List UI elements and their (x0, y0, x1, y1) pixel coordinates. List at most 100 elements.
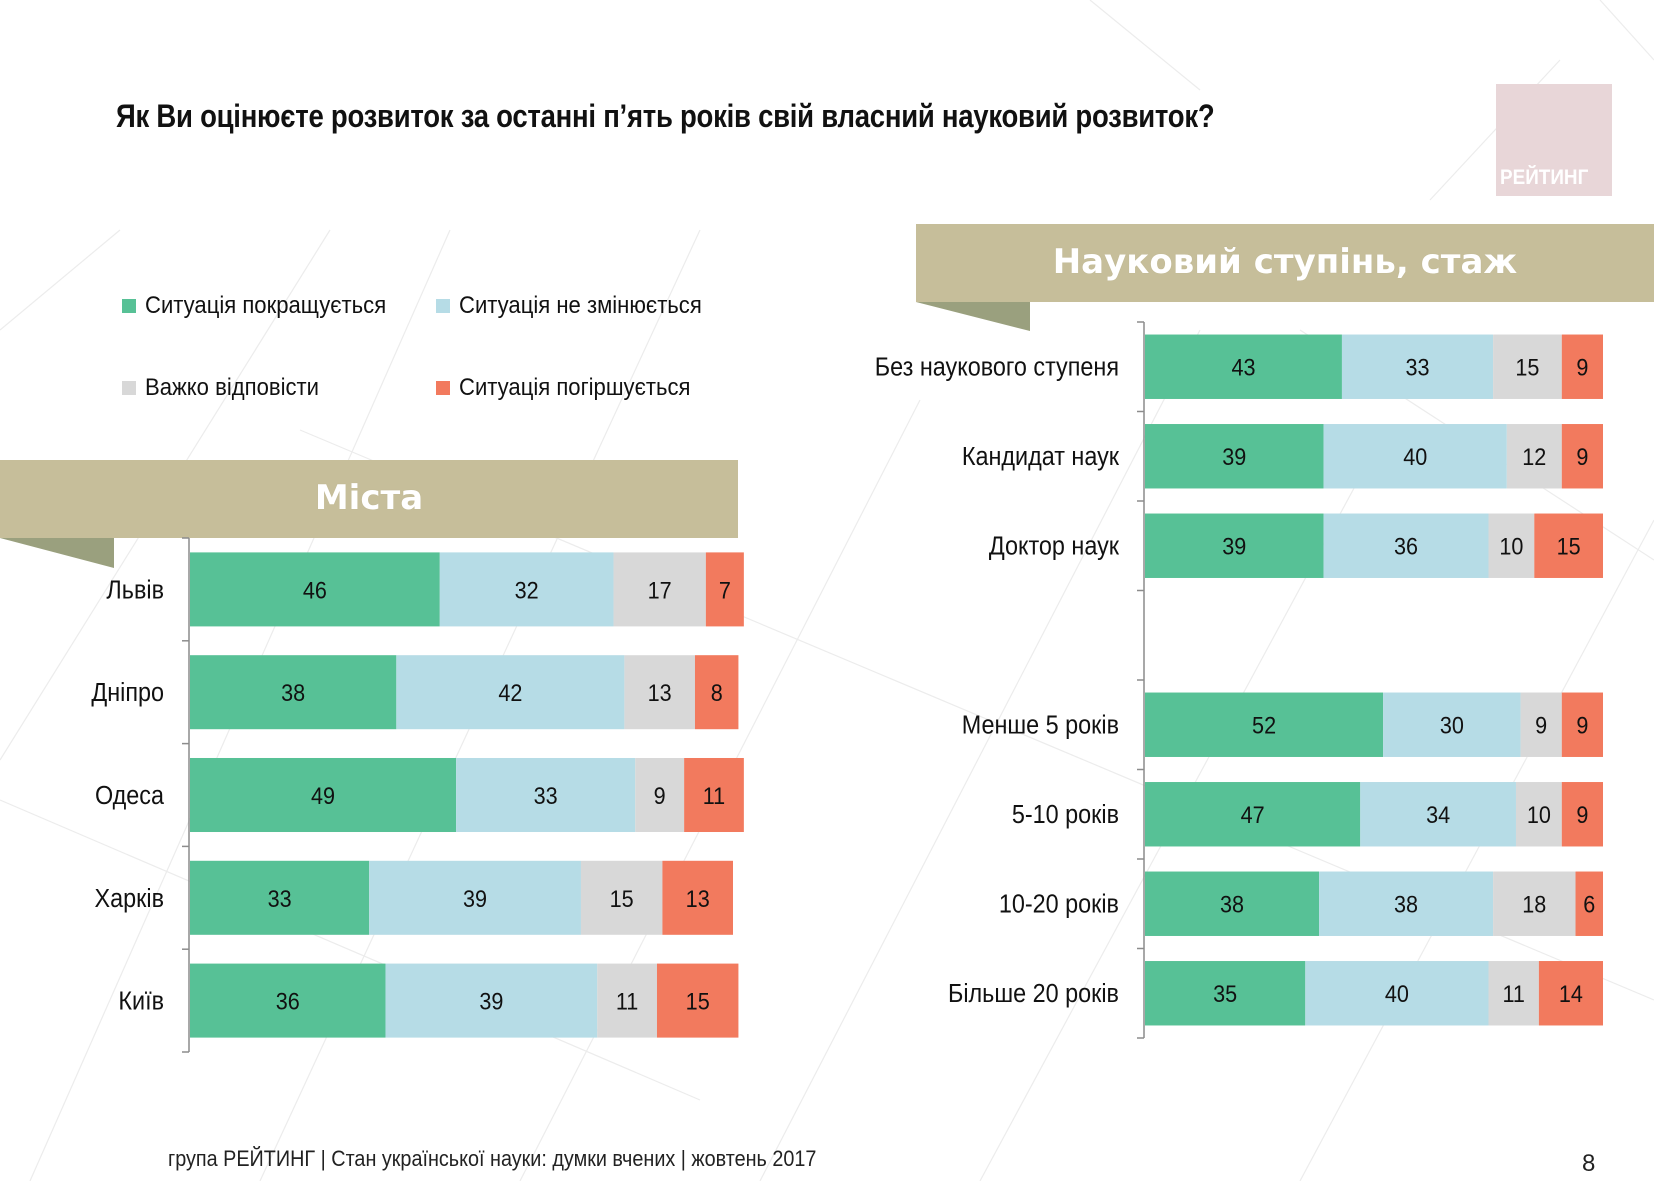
bar-segment (656, 963, 739, 1038)
bar-segment (662, 860, 733, 935)
data-label: 9 (1535, 712, 1547, 739)
data-label: 36 (276, 988, 300, 1015)
data-label: 11 (1502, 980, 1524, 1007)
category-label: Київ (118, 988, 164, 1016)
bar-segment (385, 963, 598, 1038)
legend-item-unchanged: Ситуація не змінюється (436, 292, 723, 320)
data-label: 47 (1241, 801, 1265, 828)
bar-segment (597, 963, 657, 1038)
bar-segment (1145, 424, 1324, 489)
data-label: 52 (1252, 712, 1276, 739)
data-label: 39 (1222, 443, 1246, 470)
data-label: 33 (1405, 354, 1429, 381)
legend-label: Ситуація погіршується (459, 374, 691, 401)
data-label: 9 (1576, 443, 1588, 470)
bar-segment (694, 655, 739, 730)
data-label: 15 (686, 988, 710, 1015)
bar-segment (705, 552, 744, 627)
bar-segment (580, 860, 663, 935)
chart-legend: Ситуація покращується Ситуація не змінює… (122, 292, 742, 412)
bar-segment (1360, 782, 1516, 847)
bar-segment (1488, 513, 1535, 578)
data-label: 8 (711, 679, 723, 706)
category-label: Дніпро (91, 679, 164, 707)
bar-segment (439, 552, 614, 627)
bar-segment (369, 860, 581, 935)
rating-logo: РЕЙТИНГ (1496, 84, 1612, 196)
bar-segment (1341, 334, 1494, 399)
bar-segment (684, 757, 744, 833)
banner-fold-cities (0, 538, 114, 568)
data-label: 36 (1394, 533, 1418, 560)
data-label: 9 (654, 782, 666, 809)
bar-segment (624, 655, 695, 730)
legend-item-hard-to-say: Важко відповісти (122, 374, 334, 402)
data-label: 15 (610, 885, 634, 912)
bar-segment (1319, 871, 1494, 936)
legend-swatch (122, 381, 136, 395)
chart-cities: Львів 46 32 17 7 Дніпро 38 42 13 8 Одеса 49 33 9 11 Хар… (91, 537, 744, 1053)
data-label: 9 (1576, 801, 1588, 828)
data-label: 34 (1426, 801, 1450, 828)
bar-segment (613, 552, 706, 627)
category-label: 10-20 років (999, 891, 1119, 919)
data-label: 30 (1440, 712, 1464, 739)
legend-swatch (122, 299, 136, 313)
data-label: 9 (1576, 712, 1588, 739)
bar-segment (1575, 871, 1603, 936)
bar-segment (1561, 782, 1603, 847)
data-label: 40 (1385, 980, 1409, 1007)
data-label: 32 (515, 576, 539, 603)
bar-segment (1493, 334, 1562, 399)
bar-segment (1493, 871, 1576, 936)
data-label: 12 (1522, 443, 1546, 470)
banner-cities: Міста (0, 460, 738, 538)
bar-segment (396, 655, 625, 730)
data-label: 46 (303, 576, 327, 603)
data-label: 38 (1394, 891, 1418, 918)
category-label: Більше 20 років (948, 980, 1119, 1008)
data-label: 15 (1515, 354, 1539, 381)
bar-segment (1520, 692, 1562, 757)
bar-segment (1323, 513, 1489, 578)
data-label: 40 (1403, 443, 1427, 470)
chart-degree: Без наукового ступеня 43 33 15 9 Кандидат нау… (875, 321, 1603, 1039)
category-label: Менше 5 років (962, 712, 1119, 740)
data-label: 39 (463, 885, 487, 912)
data-label: 38 (1220, 891, 1244, 918)
legend-item-worsening: Ситуація погіршується (436, 374, 711, 402)
legend-swatch (436, 381, 450, 395)
banner-degree-text: Науковий ступінь, стаж (1052, 242, 1518, 282)
data-label: 38 (281, 679, 305, 706)
data-label: 49 (311, 782, 335, 809)
bar-segment (1538, 961, 1603, 1026)
banner-fold-degree (916, 302, 1030, 331)
page-title: Як Ви оцінюєте розвиток за останні п’ять… (116, 98, 1215, 134)
bar-segment (1145, 782, 1361, 847)
bar-segment (190, 963, 386, 1038)
data-label: 9 (1576, 354, 1588, 381)
data-label: 39 (1222, 533, 1246, 560)
category-label: Одеса (95, 782, 164, 810)
bar-segment (1506, 424, 1562, 489)
bar-segment (1323, 424, 1507, 489)
data-label: 43 (1231, 354, 1255, 381)
data-label: 39 (479, 988, 503, 1015)
legend-label: Ситуація не змінюється (459, 292, 702, 319)
bar-segment (1383, 692, 1521, 757)
data-label: 11 (703, 782, 725, 809)
legend-item-improving: Ситуація покращується (122, 292, 407, 320)
bar-segment (190, 552, 440, 627)
banner-cities-text: Міста (314, 478, 424, 518)
legend-label: Ситуація покращується (145, 292, 387, 319)
bar-segment (1488, 961, 1539, 1026)
bar-segment (635, 757, 685, 833)
data-label: 7 (719, 576, 731, 603)
bar-segment (1305, 961, 1489, 1026)
data-label: 10 (1527, 801, 1551, 828)
data-label: 13 (648, 679, 672, 706)
data-label: 14 (1559, 980, 1583, 1007)
category-label: Доктор наук (989, 533, 1119, 561)
logo-text: РЕЙТИНГ (1500, 166, 1589, 189)
data-label: 33 (268, 885, 292, 912)
